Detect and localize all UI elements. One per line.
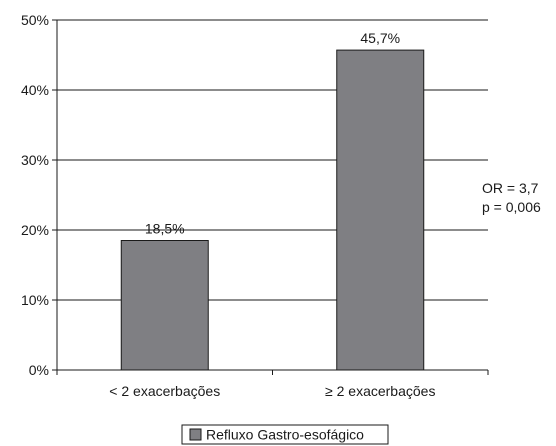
bars: 18,5% 45,7% bbox=[120, 30, 425, 371]
legend-box bbox=[181, 424, 389, 445]
annotation-line-1: OR = 3,7 bbox=[482, 180, 539, 196]
bar bbox=[336, 49, 425, 371]
y-tick-label: 10% bbox=[21, 292, 49, 308]
x-tick-label: ≥ 2 exacerbações bbox=[325, 383, 435, 399]
y-tick-label: 50% bbox=[21, 12, 49, 28]
data-label: 45,7% bbox=[360, 30, 400, 46]
data-label: 18,5% bbox=[145, 221, 185, 237]
y-tick-label: 40% bbox=[21, 82, 49, 98]
legend-label: Refluxo Gastro-esofágico bbox=[206, 427, 364, 443]
annotation-line-2: p = 0,006 bbox=[482, 199, 541, 215]
legend: Refluxo Gastro-esofágico bbox=[181, 424, 389, 445]
y-tick-label: 30% bbox=[21, 152, 49, 168]
y-ticks: 0% 10% 20% 30% 40% 50% bbox=[21, 12, 57, 378]
legend-swatch bbox=[189, 428, 202, 441]
bar bbox=[120, 240, 209, 371]
x-tick-label: < 2 exacerbações bbox=[109, 383, 220, 399]
statistics-annotation: OR = 3,7 p = 0,006 bbox=[482, 180, 541, 215]
x-tick-labels: < 2 exacerbações ≥ 2 exacerbações bbox=[56, 370, 489, 399]
y-tick-label: 0% bbox=[29, 362, 49, 378]
y-tick-label: 20% bbox=[21, 222, 49, 238]
